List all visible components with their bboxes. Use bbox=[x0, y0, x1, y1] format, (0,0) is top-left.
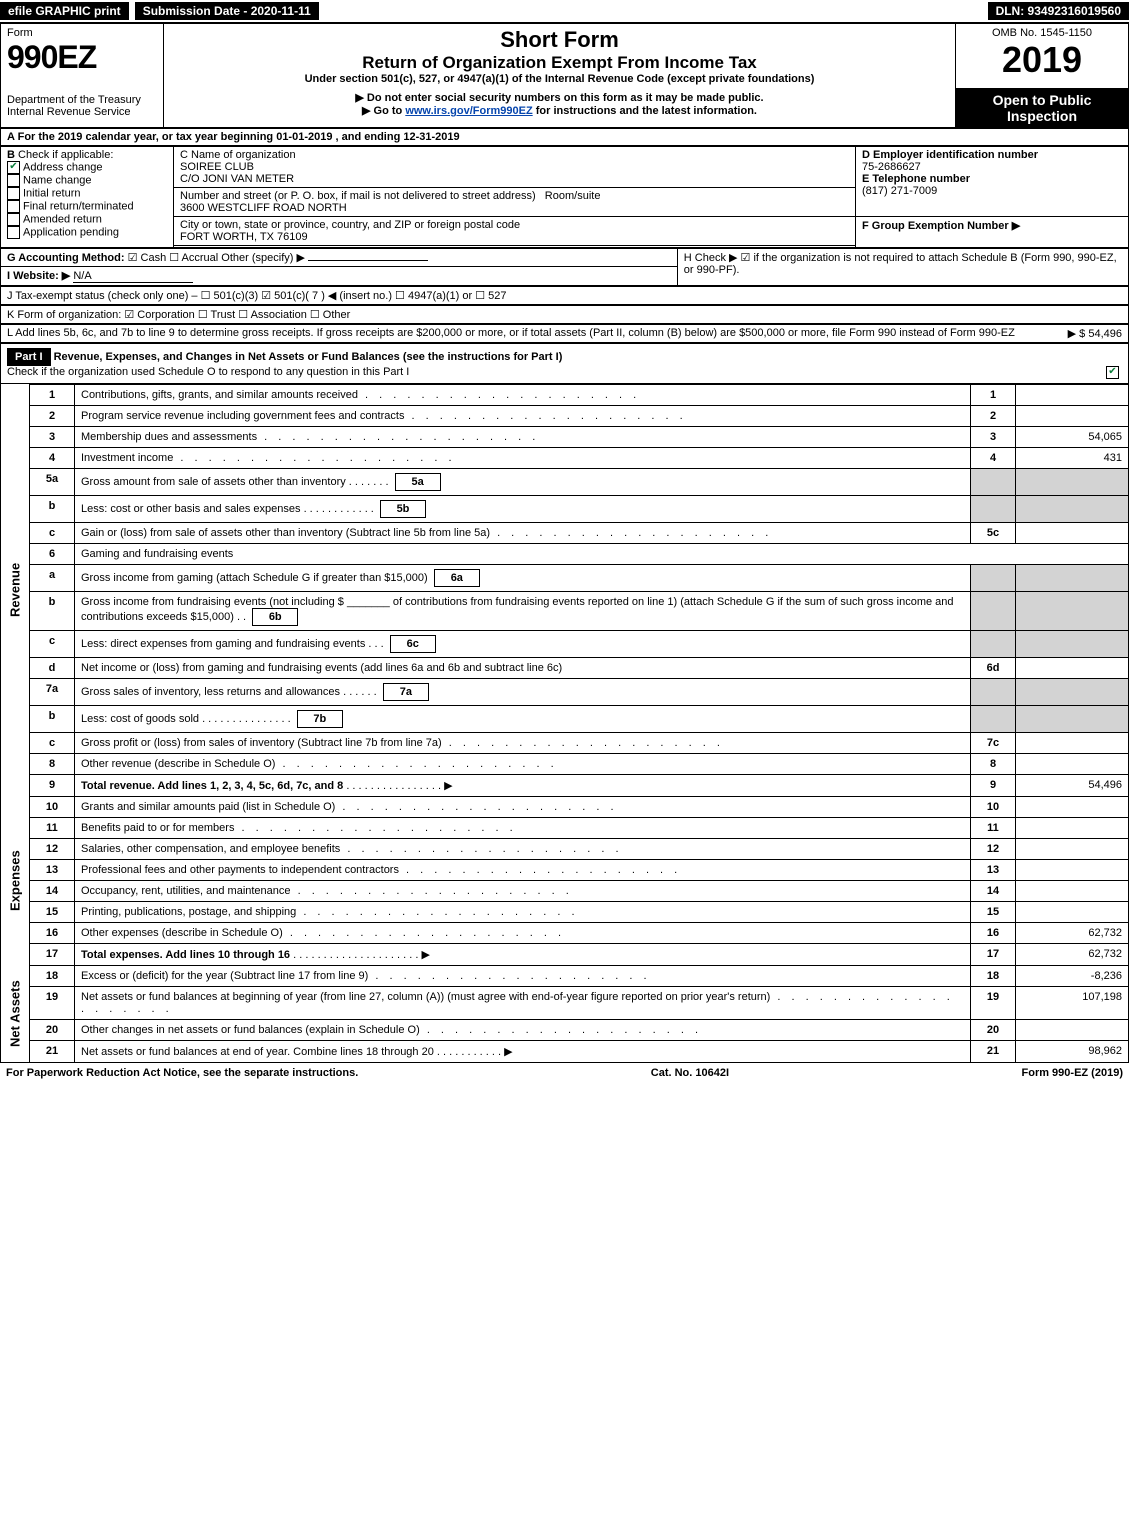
form-title-2: Return of Organization Exempt From Incom… bbox=[170, 53, 949, 73]
phone-value: (817) 271-7009 bbox=[862, 185, 937, 197]
top-bar: efile GRAPHIC print Submission Date - 20… bbox=[0, 0, 1129, 23]
org-name: SOIREE CLUB bbox=[180, 161, 254, 173]
room-label: Room/suite bbox=[545, 190, 601, 202]
dln: DLN: 93492316019560 bbox=[988, 2, 1129, 20]
line-j: J Tax-exempt status (check only one) – ☐… bbox=[0, 286, 1129, 305]
lines-g-h: G Accounting Method: ☑ Cash ☐ Accrual Ot… bbox=[0, 248, 1129, 286]
chk-initial-return[interactable] bbox=[7, 187, 20, 200]
box-e-label: E Telephone number bbox=[862, 173, 970, 185]
info-grid: B Check if applicable: Address change Na… bbox=[0, 146, 1129, 248]
website-value: N/A bbox=[73, 270, 193, 283]
header-block: Form 990EZ Department of the Treasury In… bbox=[0, 23, 1129, 128]
part1-title: Revenue, Expenses, and Changes in Net As… bbox=[54, 351, 563, 363]
line-i-label: I Website: ▶ bbox=[7, 270, 70, 282]
side-revenue: Revenue bbox=[1, 384, 30, 796]
box-d-label: D Employer identification number bbox=[862, 149, 1038, 161]
line-g-opts: ☑ Cash ☐ Accrual Other (specify) ▶ bbox=[128, 252, 305, 264]
addr-label: Number and street (or P. O. box, if mail… bbox=[180, 190, 536, 202]
amt-line21: 98,962 bbox=[1016, 1040, 1129, 1062]
amt-line3: 54,065 bbox=[1016, 426, 1129, 447]
section-a-taxyear: A For the 2019 calendar year, or tax yea… bbox=[0, 128, 1129, 146]
addr-value: 3600 WESTCLIFF ROAD NORTH bbox=[180, 202, 347, 214]
ein-value: 75-2686627 bbox=[862, 161, 921, 173]
line-k: K Form of organization: ☑ Corporation ☐ … bbox=[0, 305, 1129, 324]
box-c-label: C Name of organization bbox=[180, 149, 296, 161]
box-b-label: Check if applicable: bbox=[18, 149, 113, 161]
org-co: C/O JONI VAN METER bbox=[180, 173, 294, 185]
chk-name-change[interactable] bbox=[7, 174, 20, 187]
footer-mid: Cat. No. 10642I bbox=[651, 1067, 729, 1079]
box-f-label: F Group Exemption Number ▶ bbox=[862, 220, 1020, 232]
chk-application-pending[interactable] bbox=[7, 226, 20, 239]
footer: For Paperwork Reduction Act Notice, see … bbox=[0, 1063, 1129, 1083]
chk-final-return[interactable] bbox=[7, 200, 20, 213]
line-g-label: G Accounting Method: bbox=[7, 252, 125, 264]
form-subtitle: Under section 501(c), 527, or 4947(a)(1)… bbox=[170, 73, 949, 85]
tax-year: 2019 bbox=[962, 39, 1122, 81]
footer-right: Form 990-EZ (2019) bbox=[1022, 1067, 1123, 1079]
side-expenses: Expenses bbox=[1, 796, 30, 965]
amt-line16: 62,732 bbox=[1016, 922, 1129, 943]
form-title-1: Short Form bbox=[170, 27, 949, 53]
open-to-public: Open to Public Inspection bbox=[956, 88, 1129, 127]
dept-treasury: Department of the Treasury bbox=[7, 94, 157, 106]
amt-line9: 54,496 bbox=[1016, 774, 1129, 796]
city-value: FORT WORTH, TX 76109 bbox=[180, 231, 308, 243]
amt-line19: 107,198 bbox=[1016, 986, 1129, 1019]
amt-line17: 62,732 bbox=[1016, 943, 1129, 965]
financial-table: Revenue 1 Contributions, gifts, grants, … bbox=[0, 384, 1129, 1063]
part1-badge: Part I bbox=[7, 348, 51, 366]
omb-no: OMB No. 1545-1150 bbox=[962, 27, 1122, 39]
chk-address-change[interactable] bbox=[7, 161, 20, 174]
chk-schedule-o[interactable] bbox=[1106, 366, 1119, 379]
efile-print: efile GRAPHIC print bbox=[0, 2, 129, 20]
dept-irs: Internal Revenue Service bbox=[7, 106, 157, 118]
line-h: H Check ▶ ☑ if the organization is not r… bbox=[684, 252, 1117, 276]
note-ssn: ▶ Do not enter social security numbers o… bbox=[170, 91, 949, 104]
amt-line4: 431 bbox=[1016, 447, 1129, 468]
city-label: City or town, state or province, country… bbox=[180, 219, 520, 231]
submission-date: Submission Date - 2020-11-11 bbox=[135, 2, 319, 20]
form-number: 990EZ bbox=[7, 39, 157, 76]
side-netassets: Net Assets bbox=[1, 965, 30, 1062]
part1-header: Part I Revenue, Expenses, and Changes in… bbox=[0, 343, 1129, 384]
amt-line18: -8,236 bbox=[1016, 965, 1129, 986]
form-word: Form bbox=[7, 27, 157, 39]
footer-left: For Paperwork Reduction Act Notice, see … bbox=[6, 1067, 358, 1079]
note-goto: ▶ Go to www.irs.gov/Form990EZ for instru… bbox=[170, 104, 949, 117]
line-l: L Add lines 5b, 6c, and 7b to line 9 to … bbox=[0, 324, 1129, 343]
chk-amended[interactable] bbox=[7, 213, 20, 226]
part1-check: Check if the organization used Schedule … bbox=[7, 366, 409, 378]
irs-link[interactable]: www.irs.gov/Form990EZ bbox=[405, 105, 532, 117]
